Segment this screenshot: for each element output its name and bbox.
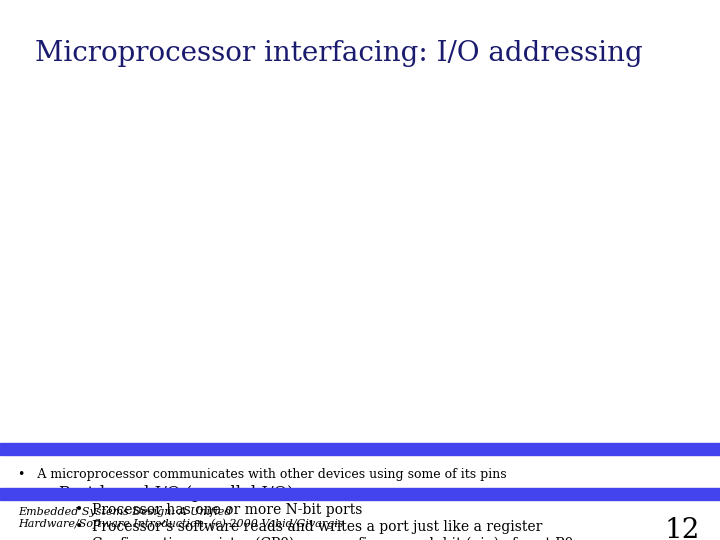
Text: •   A microprocessor communicates with other devices using some of its pins: • A microprocessor communicates with oth… — [18, 468, 507, 481]
Text: •  Configuration register (CP0) may configure each bit (pin) of port P0: • Configuration register (CP0) may confi… — [75, 537, 573, 540]
Text: –  Port-based I/O (parallel I/O): – Port-based I/O (parallel I/O) — [40, 485, 294, 502]
Text: •  Processor has one or more N-bit ports: • Processor has one or more N-bit ports — [75, 503, 362, 517]
Text: •  Processor’s software reads and writes a port just like a register: • Processor’s software reads and writes … — [75, 520, 542, 534]
Bar — [0, 488, 720, 500]
Bar — [0, 443, 720, 455]
Text: Hardware/Software Introduction, (c) 2000 Vahid/Givargis: Hardware/Software Introduction, (c) 2000… — [18, 518, 343, 529]
Text: 12: 12 — [665, 516, 700, 540]
Text: Embedded Systems Design: A Unified: Embedded Systems Design: A Unified — [18, 507, 232, 517]
Text: Microprocessor interfacing: I/O addressing: Microprocessor interfacing: I/O addressi… — [35, 40, 643, 67]
